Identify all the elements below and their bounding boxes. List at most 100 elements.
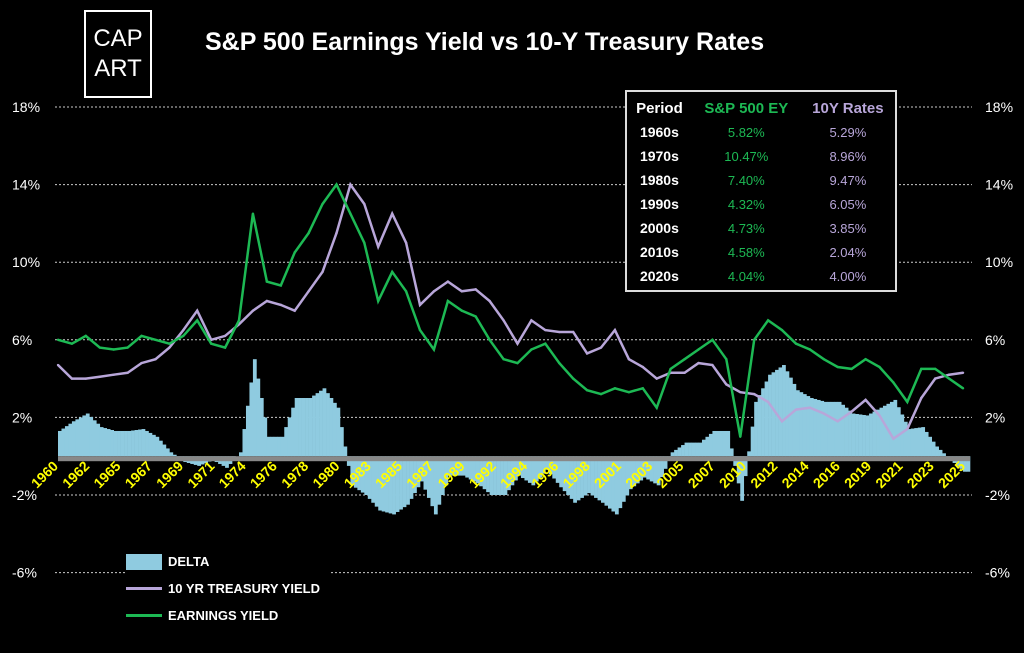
delta-bar	[64, 426, 69, 457]
earnings-yield-line-point	[961, 387, 965, 390]
delta-bar	[110, 430, 114, 457]
delta-bar	[677, 447, 682, 457]
delta-bar	[503, 456, 508, 495]
delta-bar	[284, 427, 289, 457]
table-row: 2000s 4.73% 3.85%	[627, 216, 895, 240]
treasury-yield-line-point	[502, 319, 505, 322]
delta-bar	[607, 456, 612, 509]
delta-bar	[103, 428, 108, 457]
delta-bar	[298, 398, 302, 457]
delta-bar	[117, 430, 121, 457]
treasury-yield-line-point	[878, 414, 881, 417]
delta-bar	[357, 456, 362, 491]
delta-bar	[402, 456, 407, 508]
delta-bar	[698, 442, 703, 457]
delta-bar	[548, 456, 553, 475]
cell-period: 2020s	[639, 268, 679, 284]
y-tick-label-right: 18%	[985, 99, 1013, 115]
delta-bar	[82, 415, 87, 457]
earnings-yield-line-point	[474, 315, 477, 318]
delta-bar	[242, 429, 247, 457]
header-period: Period	[636, 99, 683, 117]
delta-bar	[684, 442, 689, 457]
delta-bar	[507, 456, 511, 491]
delta-bar	[423, 456, 428, 490]
delta-bar	[326, 393, 330, 457]
x-tick-label: 2021	[872, 458, 905, 491]
delta-bar	[559, 456, 564, 488]
earnings-yield-line-point	[377, 299, 380, 303]
x-tick-label: 1965	[90, 458, 123, 491]
cell-ey: 5.82%	[727, 124, 765, 140]
x-tick-label: 2023	[904, 458, 937, 491]
table-row: 2020s 4.04% 4.00%	[627, 264, 895, 288]
treasury-yield-line-point	[488, 299, 491, 303]
earnings-yield-line-point	[725, 358, 728, 361]
delta-bar	[374, 456, 379, 507]
delta-bar	[587, 456, 591, 494]
treasury-yield-line-point	[558, 330, 561, 334]
delta-bar	[312, 395, 316, 457]
delta-bar	[931, 441, 936, 457]
delta-bar	[305, 398, 309, 457]
treasury-yield-line-point	[516, 342, 519, 345]
delta-bar	[308, 398, 313, 457]
earnings-yield-line-point	[488, 338, 491, 341]
treasury-yield-line	[57, 181, 964, 441]
delta-swatch	[126, 553, 162, 570]
treasury-yield-line-point	[933, 377, 937, 380]
delta-bar	[148, 432, 153, 457]
y-tick-label-right: 10%	[985, 254, 1013, 270]
delta-bar	[621, 456, 626, 502]
treasury-yield-line-point	[56, 363, 60, 367]
delta-bar	[841, 404, 845, 457]
delta-bar	[642, 456, 647, 478]
delta-bar	[614, 456, 619, 515]
delta-bar	[378, 456, 383, 511]
earnings-yield-line-point	[516, 361, 519, 365]
delta-bar	[75, 419, 80, 457]
delta-bar	[747, 451, 752, 457]
cell-ty: 2.04%	[829, 244, 867, 260]
treasury-yield-line-point	[474, 288, 477, 291]
earnings-yield-line-point	[56, 338, 60, 341]
earnings-yield-line-point	[739, 435, 742, 438]
delta-bar	[332, 402, 337, 457]
delta-bar	[910, 428, 915, 457]
delta-bar	[691, 442, 696, 457]
delta-bar	[263, 417, 268, 457]
treasury-yield-line-point	[752, 392, 756, 396]
delta-bar	[162, 444, 167, 457]
earnings-yield-line-point	[112, 348, 115, 351]
delta-bar	[315, 393, 320, 457]
delta-bar	[138, 429, 142, 457]
delta-bar	[486, 456, 490, 493]
earnings-yield-line-point	[307, 231, 310, 235]
x-tick-label: 1976	[247, 458, 280, 491]
earnings-yield-line-point	[641, 387, 644, 390]
earnings-yield-line-point	[892, 381, 895, 384]
delta-bar	[893, 399, 898, 457]
delta-bar	[465, 456, 470, 478]
delta-bar	[921, 427, 926, 457]
treasury-yield-line-point	[251, 309, 255, 312]
delta-bar	[869, 413, 873, 457]
delta-bar	[914, 428, 919, 457]
cell-period: 2010s	[639, 244, 679, 260]
delta-bar	[256, 378, 261, 457]
treasury-yield-line-point	[864, 398, 867, 402]
delta-bar	[628, 456, 633, 490]
delta-bar	[277, 436, 282, 457]
x-tick-label: 2014	[778, 458, 811, 491]
delta-bar	[649, 456, 654, 482]
earnings-yield-line-point	[544, 342, 547, 345]
treasury-yield-line-point	[655, 377, 658, 380]
treasury-yield-line-point	[168, 346, 171, 349]
delta-bar	[928, 436, 933, 457]
earnings-yield-line-point	[126, 346, 129, 349]
delta-bar	[350, 456, 355, 486]
delta-bar	[444, 456, 449, 486]
delta-bar	[447, 456, 452, 476]
delta-bar	[364, 456, 369, 495]
delta-bar	[806, 396, 811, 457]
